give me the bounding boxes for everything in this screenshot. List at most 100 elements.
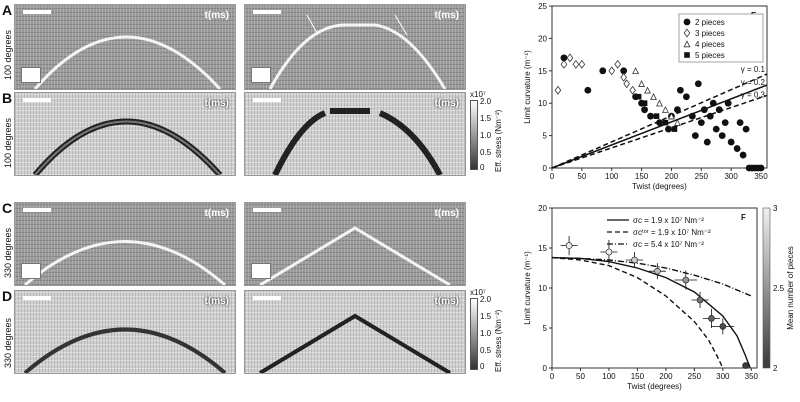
- y-tick-label: 10: [538, 284, 547, 293]
- model-curve: [551, 256, 752, 297]
- data-point: [605, 248, 613, 256]
- data-point: [665, 125, 672, 133]
- row-label-d: 330 degrees: [3, 317, 13, 368]
- data-point: [653, 113, 660, 119]
- data-point: [727, 138, 735, 146]
- data-point: [739, 151, 747, 159]
- data-point: [638, 80, 646, 87]
- data-point: [662, 119, 669, 126]
- chart-f: 0 50 100 150 200 250 300 350 0 5 10 15 20 Twist (degr…: [523, 204, 795, 391]
- x-tick-label: 100: [602, 372, 616, 381]
- x-tick-label: 300: [724, 172, 738, 181]
- data-point: [742, 362, 749, 369]
- data-point: [656, 99, 663, 107]
- y-tick-label: 5: [543, 324, 548, 333]
- y-tick-label: 15: [538, 67, 547, 76]
- colorbar-bottom-exponent: x10⁷: [470, 288, 486, 297]
- x-tick-label: 350: [754, 172, 768, 181]
- inset-box: [21, 263, 41, 279]
- data-point: [682, 93, 690, 101]
- data-point: [565, 242, 573, 249]
- x-tick-label: 0: [550, 172, 555, 181]
- fit-line-label: γ = 0.3: [741, 90, 766, 99]
- fit-line-label: γ = 0.1: [741, 65, 766, 74]
- colorbar-tick: 2.5: [773, 284, 785, 293]
- legend-marker: [684, 52, 690, 58]
- x-tick-label: 200: [659, 372, 673, 381]
- cb-top-tick: 1.5: [480, 114, 492, 123]
- model-curve: [551, 256, 724, 369]
- data-point: [674, 106, 681, 114]
- fit-line: [551, 94, 768, 169]
- data-point: [599, 67, 607, 75]
- data-point: [691, 132, 699, 140]
- cb-top-tick: 1.0: [480, 131, 492, 140]
- data-point: [641, 100, 648, 106]
- y-tick-label: 0: [543, 164, 548, 173]
- data-point: [673, 118, 681, 126]
- data-point: [584, 86, 592, 94]
- data-point: [709, 99, 717, 107]
- panel-d-right: t(ms): [244, 290, 466, 374]
- data-point: [620, 72, 627, 82]
- data-point: [635, 93, 642, 100]
- legend-label: 3 pieces: [695, 29, 725, 38]
- y-tick-label: 0: [543, 364, 548, 373]
- inset-box: [21, 67, 41, 83]
- scale-bar: [253, 10, 281, 14]
- fit-line: [551, 73, 768, 169]
- data-point: [719, 323, 727, 330]
- colorbar-bottom: [470, 298, 478, 370]
- time-label: t(ms): [434, 10, 459, 21]
- x-tick-label: 150: [631, 372, 645, 381]
- y-axis-label: Limit curvature (m⁻¹): [523, 50, 532, 124]
- data-point: [721, 119, 729, 127]
- data-point: [620, 67, 628, 75]
- y-tick-label: 25: [538, 2, 547, 11]
- cb-bottom-tick: 1.0: [480, 329, 492, 338]
- data-point: [647, 112, 654, 120]
- row-label-c: 330 degrees: [3, 227, 13, 278]
- row-label-a: 100 degrees: [3, 29, 13, 80]
- data-point: [671, 126, 678, 132]
- legend-label: σc = 5.4 x 10⁷ Nm⁻²: [633, 240, 704, 249]
- time-label: t(ms): [204, 208, 229, 219]
- data-point: [572, 59, 580, 69]
- panel-d-left: t(ms): [14, 290, 236, 374]
- fit-line: [551, 84, 768, 169]
- x-tick-label: 100: [605, 172, 619, 181]
- panel-letter-c: C: [2, 200, 13, 216]
- scale-bar: [253, 296, 281, 300]
- data-point: [757, 164, 765, 172]
- data-point: [629, 85, 636, 95]
- data-point: [578, 59, 586, 69]
- time-label: t(ms): [204, 10, 229, 21]
- data-point: [662, 105, 669, 113]
- data-point: [554, 85, 562, 95]
- data-point: [631, 256, 638, 264]
- data-point: [560, 54, 568, 62]
- y-tick-label: 5: [543, 132, 548, 141]
- data-point: [654, 267, 661, 275]
- legend-marker: [683, 18, 691, 26]
- data-point: [644, 86, 652, 94]
- data-point: [632, 67, 640, 74]
- data-point: [733, 145, 741, 152]
- data-point: [718, 132, 726, 140]
- arch-shape: [33, 35, 222, 89]
- data-point: [700, 106, 708, 114]
- cb-bottom-tick: 0.5: [480, 346, 492, 355]
- data-point: [696, 296, 704, 304]
- scale-bar: [23, 208, 51, 212]
- scale-bar: [253, 208, 281, 212]
- time-label: t(ms): [434, 296, 459, 307]
- panel-letter-d: D: [2, 288, 13, 304]
- x-tick-label: 300: [716, 372, 730, 381]
- x-axis-label: Twist (degrees): [627, 382, 682, 391]
- arch-shape-peaked: [259, 226, 451, 285]
- data-point: [641, 106, 648, 114]
- data-point: [712, 125, 720, 133]
- data-point: [614, 59, 621, 69]
- arch-shape-broken: [268, 14, 447, 89]
- legend-label: 4 pieces: [695, 40, 725, 49]
